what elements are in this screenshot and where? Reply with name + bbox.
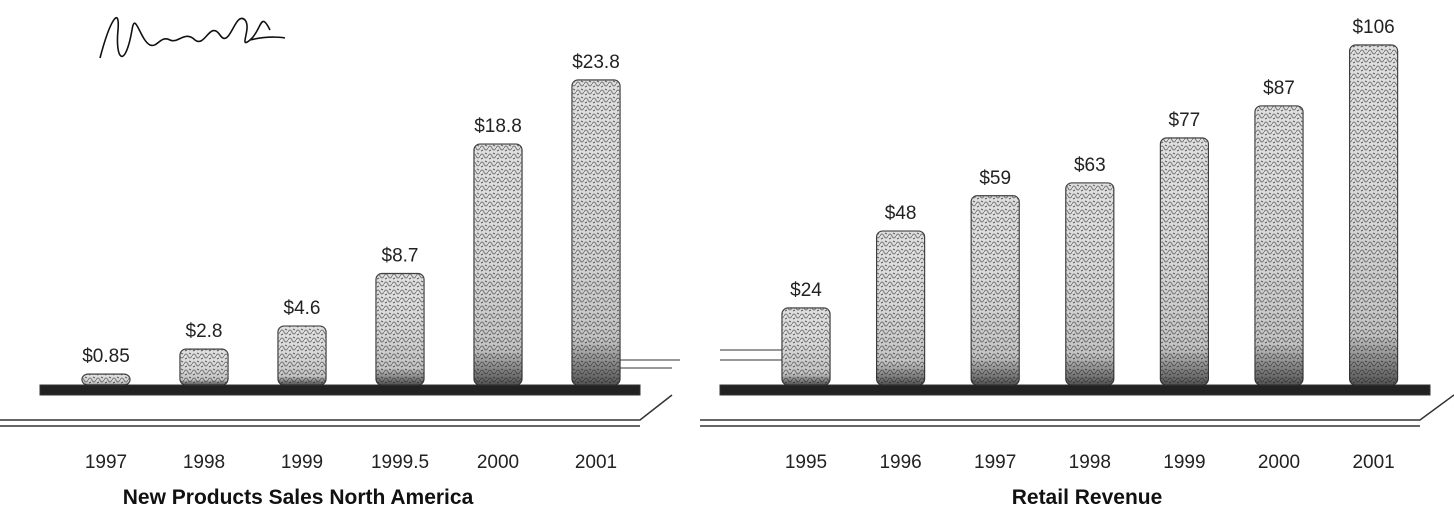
- bar-tint: [971, 196, 1019, 385]
- value-label: $63: [1074, 155, 1106, 176]
- x-tick-label: 2000: [1258, 452, 1300, 473]
- chart-title: Retail Revenue: [1012, 486, 1163, 509]
- value-label: $106: [1352, 17, 1394, 38]
- bar-tint: [1160, 138, 1208, 385]
- x-tick-label: 2000: [477, 452, 519, 473]
- bar-tint: [782, 308, 830, 385]
- value-label: $2.8: [186, 321, 223, 342]
- bar-tint: [1255, 106, 1303, 385]
- value-label: $0.85: [82, 346, 130, 367]
- value-label: $23.8: [572, 52, 620, 73]
- page: New Products Sales North America $0.85 199…: [0, 0, 1454, 516]
- x-tick-label: 1999: [1163, 452, 1205, 473]
- x-tick-label: 1997: [85, 452, 127, 473]
- bar-tint: [278, 326, 326, 385]
- bar-tint: [877, 231, 925, 385]
- bar-tint: [474, 144, 522, 385]
- value-label: $24: [790, 280, 822, 301]
- x-tick-label: 1998: [183, 452, 225, 473]
- bar-tint: [180, 349, 228, 385]
- bar-tint: [82, 374, 130, 385]
- bar-tint: [1350, 45, 1398, 385]
- bar-tint: [572, 80, 620, 385]
- value-label: $77: [1169, 110, 1201, 131]
- signature: [100, 18, 285, 58]
- x-tick-label: 1998: [1069, 452, 1111, 473]
- x-tick-label: 1996: [879, 452, 921, 473]
- x-tick-label: 1995: [785, 452, 827, 473]
- chart-title: New Products Sales North America: [123, 486, 474, 509]
- value-label: $59: [979, 168, 1011, 189]
- value-label: $87: [1263, 78, 1295, 99]
- x-tick-label: 1999: [281, 452, 323, 473]
- x-tick-label: 1999.5: [371, 452, 429, 473]
- x-tick-label: 2001: [575, 452, 617, 473]
- bar-tint: [376, 274, 424, 385]
- x-tick-label: 2001: [1352, 452, 1394, 473]
- x-tick-label: 1997: [974, 452, 1016, 473]
- value-label: $18.8: [474, 116, 522, 137]
- value-label: $4.6: [284, 298, 321, 319]
- value-label: $48: [885, 203, 917, 224]
- value-label: $8.7: [382, 246, 419, 267]
- bar-tint: [1066, 183, 1114, 385]
